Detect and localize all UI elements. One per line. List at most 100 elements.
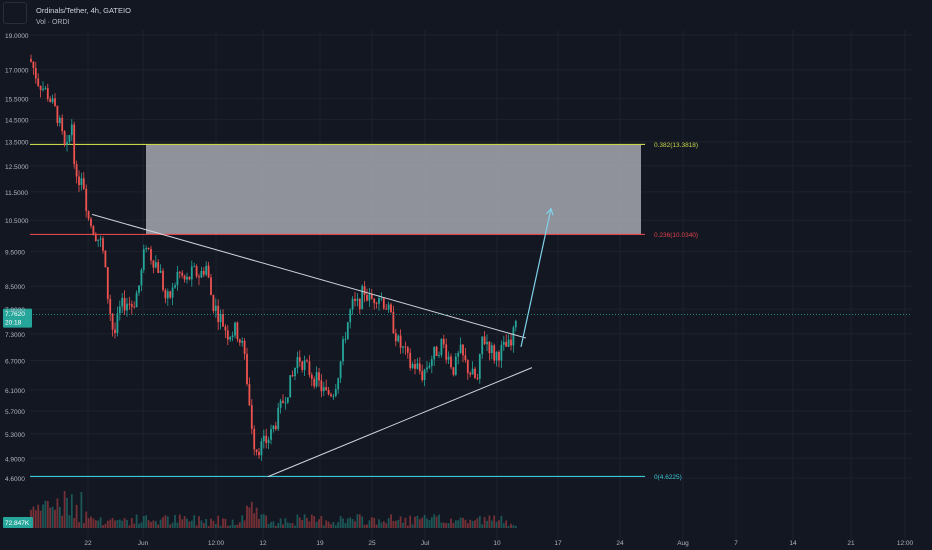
candle-body xyxy=(200,270,203,278)
volume-bar xyxy=(202,523,205,528)
fib-level-label: 0.382(13.3818) xyxy=(654,142,698,149)
volume-bar xyxy=(210,518,212,528)
projection-arrow-head xyxy=(545,207,554,216)
volume-bar xyxy=(279,518,282,528)
volume-bar xyxy=(70,494,73,528)
symbol-logo-icon[interactable] xyxy=(3,2,27,24)
volume-bar xyxy=(162,517,164,528)
volume-bar xyxy=(262,514,265,528)
candle-body xyxy=(459,344,462,353)
volume-bar xyxy=(258,518,260,528)
volume-bar xyxy=(212,520,215,528)
volume-bar xyxy=(234,525,236,528)
volume-bar xyxy=(61,515,64,528)
price-tick-label: 6.7000 xyxy=(5,359,25,366)
chart-title[interactable]: Ordinals/Tether, 4h, GATEIO xyxy=(36,6,131,15)
candle-body xyxy=(358,298,361,310)
volume-bar xyxy=(99,517,102,528)
candle-body xyxy=(462,344,464,356)
volume-bar xyxy=(166,516,169,528)
volume-bar xyxy=(356,514,359,528)
candle-body xyxy=(488,341,491,354)
volume-bar xyxy=(188,521,191,528)
volume-bar xyxy=(421,517,424,528)
volume-bar xyxy=(464,519,467,528)
volume-bar xyxy=(402,522,404,528)
volume-bar xyxy=(229,525,232,528)
volume-bar xyxy=(409,515,412,528)
candle-body xyxy=(42,88,44,91)
candle-body xyxy=(349,309,352,323)
volume-bar xyxy=(387,518,390,528)
candle-body xyxy=(464,355,467,361)
candle-body xyxy=(229,336,232,340)
volume-bar xyxy=(469,519,472,528)
candle-body xyxy=(361,286,364,310)
candle-body xyxy=(286,397,289,403)
volume-bar xyxy=(78,522,80,528)
candle-body xyxy=(80,178,83,186)
candle-body xyxy=(277,407,280,430)
volume-bar xyxy=(450,518,452,528)
volume-bar xyxy=(114,520,116,528)
candle-body xyxy=(476,377,479,379)
candle-body xyxy=(507,339,510,347)
volume-bar xyxy=(363,524,366,528)
volume-bar xyxy=(121,520,124,528)
volume-bar xyxy=(435,516,438,528)
volume-bar xyxy=(505,520,508,528)
candle-body xyxy=(315,372,318,387)
volume-bar xyxy=(270,521,272,528)
volume-bar xyxy=(339,515,342,528)
candle-body xyxy=(169,291,172,298)
volume-bar xyxy=(507,525,510,528)
candle-body xyxy=(140,269,143,286)
volume-bar xyxy=(171,522,174,528)
volume-bar xyxy=(466,523,469,528)
candle-body xyxy=(130,304,133,307)
candle-body xyxy=(85,188,88,211)
price-tick-label: 7.3000 xyxy=(5,332,25,339)
candle-body xyxy=(414,364,416,369)
volume-bar xyxy=(130,518,133,528)
candlestick-series xyxy=(30,54,517,461)
volume-bar xyxy=(85,511,88,528)
countdown-label: 20:18 xyxy=(5,320,22,327)
volume-bar xyxy=(423,514,426,528)
candle-body xyxy=(238,339,241,343)
volume-indicator-label[interactable]: Vol · ORDI xyxy=(36,19,70,26)
candle-body xyxy=(430,359,433,366)
price-tick-label: 5.7000 xyxy=(5,409,25,416)
candle-body xyxy=(344,339,347,340)
candle-body xyxy=(466,360,469,373)
time-tick-label: 22 xyxy=(84,540,92,547)
volume-bar xyxy=(404,517,407,528)
volume-bar xyxy=(500,515,503,528)
candle-body xyxy=(394,333,397,342)
volume-bar xyxy=(397,519,400,528)
candle-body xyxy=(421,371,424,380)
volume-bar xyxy=(351,519,354,528)
volume-bar xyxy=(478,516,481,528)
volume-bar xyxy=(310,514,313,528)
volume-bar xyxy=(102,525,104,528)
candle-body xyxy=(258,451,260,456)
candle-body xyxy=(193,266,196,268)
volume-bar xyxy=(255,507,258,528)
time-tick-label: 12 xyxy=(259,540,267,547)
candle-body xyxy=(423,369,426,380)
candle-body xyxy=(320,380,323,392)
price-tick-label: 10.5000 xyxy=(5,218,29,225)
candle-body xyxy=(111,313,114,330)
volume-bar xyxy=(454,520,457,528)
candle-body xyxy=(270,429,272,440)
candle-body xyxy=(282,400,284,403)
volume-bar xyxy=(157,524,160,528)
volume-bar xyxy=(510,523,512,528)
candle-body xyxy=(450,356,452,368)
candle-body xyxy=(378,298,380,304)
candle-body xyxy=(346,322,349,340)
volume-bar xyxy=(200,520,203,528)
candle-body xyxy=(142,249,145,270)
